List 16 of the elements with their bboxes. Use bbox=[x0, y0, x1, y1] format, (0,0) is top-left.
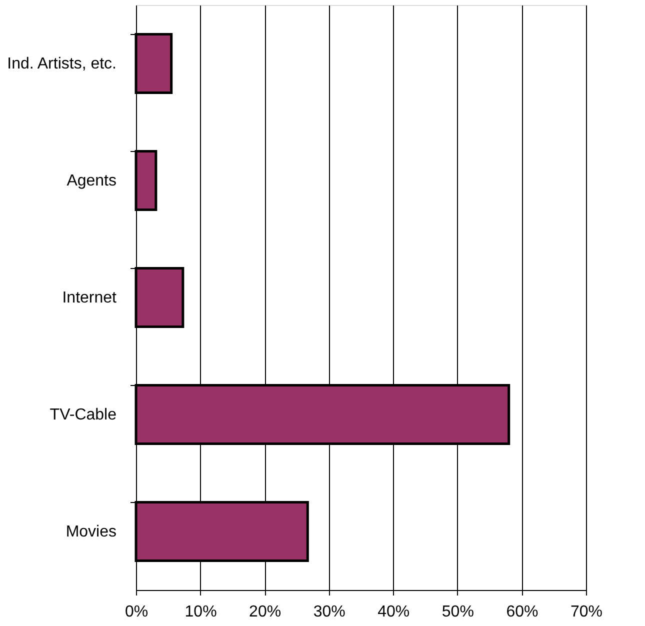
x-tick-label: 0% bbox=[124, 604, 148, 620]
x-tick-label: 40% bbox=[378, 604, 410, 620]
y-tick-label: Movies bbox=[66, 524, 116, 540]
bar bbox=[134, 150, 158, 211]
x-tick-label: 70% bbox=[570, 604, 603, 620]
x-tick-label: 20% bbox=[249, 604, 282, 620]
x-tick-label: 10% bbox=[184, 604, 217, 620]
x-tick-label: 60% bbox=[506, 604, 538, 620]
y-tick-label: Internet bbox=[62, 290, 118, 306]
y-tick-label: Agents bbox=[66, 172, 116, 190]
x-tick-label: 30% bbox=[313, 604, 346, 620]
bar bbox=[134, 267, 184, 328]
y-tick-label: TV-Cable bbox=[50, 406, 117, 424]
bar bbox=[134, 33, 173, 94]
y-tick-label: Ind. Artists, etc. bbox=[7, 56, 116, 72]
x-tick-label: 50% bbox=[442, 604, 474, 620]
